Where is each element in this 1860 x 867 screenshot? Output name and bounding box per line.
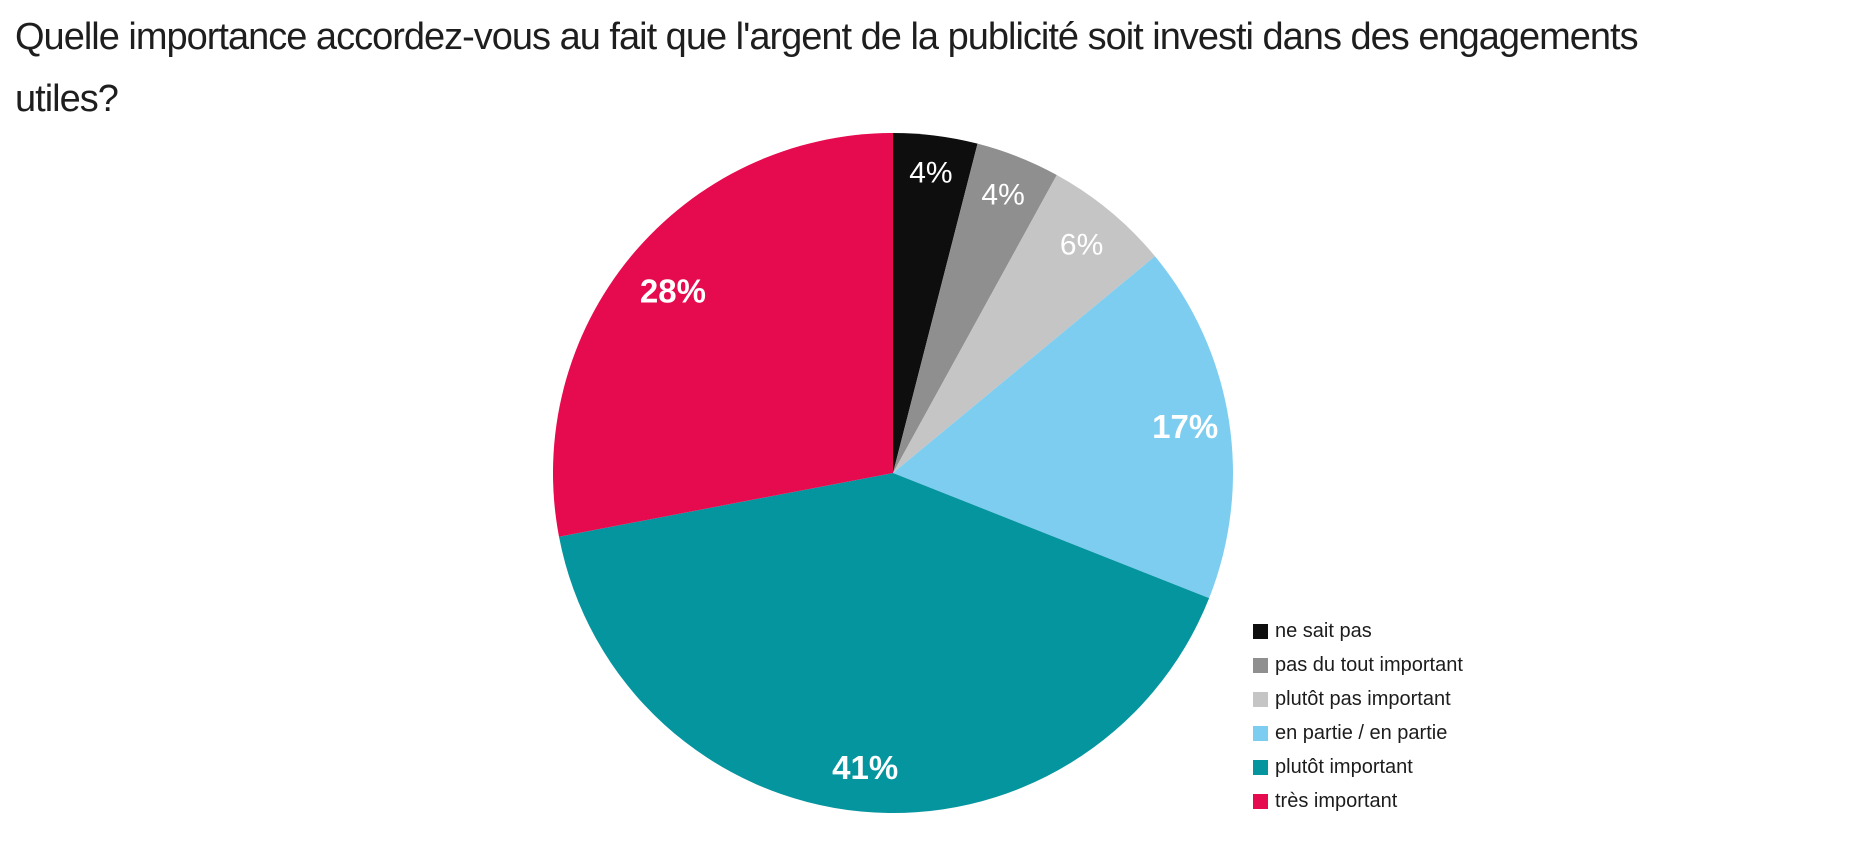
pie-slice-plut-t-pas-important xyxy=(893,175,1155,473)
page-title-line-1: Quelle importance accordez-vous au fait … xyxy=(15,16,1639,58)
legend-swatch-ne-sait-pas xyxy=(1253,623,1268,639)
legend-item-plut-t-important: plutôt important xyxy=(1253,750,1463,784)
legend-swatch-en-partie-en-partie xyxy=(1253,725,1268,741)
legend-label-tr-s-important: très important xyxy=(1275,789,1398,812)
legend-label-plut-t-important: plutôt important xyxy=(1275,755,1413,778)
slice-label-en-partie-en-partie: 17% xyxy=(1152,408,1218,445)
page-title: Quelle importance accordez-vous au fait … xyxy=(15,6,1855,130)
slice-label-plut-t-pas-important: 6% xyxy=(1060,229,1103,262)
legend-swatch-plut-t-pas-important xyxy=(1253,691,1268,707)
legend-item-ne-sait-pas: ne sait pas xyxy=(1253,614,1463,648)
slice-label-ne-sait-pas: 4% xyxy=(909,156,952,189)
pie-slice-ne-sait-pas xyxy=(893,133,978,473)
legend-item-plut-t-pas-important: plutôt pas important xyxy=(1253,682,1463,716)
legend-label-pas-du-tout-important: pas du tout important xyxy=(1275,653,1463,676)
slice-label-tr-s-important: 28% xyxy=(640,273,706,310)
legend-item-en-partie-en-partie: en partie / en partie xyxy=(1253,716,1463,750)
legend-swatch-plut-t-important xyxy=(1253,759,1268,775)
slice-label-plut-t-important: 41% xyxy=(832,749,898,786)
pie-slice-pas-du-tout-important xyxy=(893,143,1057,473)
pie-slice-en-partie-en-partie xyxy=(893,256,1233,599)
legend-label-ne-sait-pas: ne sait pas xyxy=(1275,619,1372,642)
legend-item-pas-du-tout-important: pas du tout important xyxy=(1253,648,1463,682)
legend-swatch-tr-s-important xyxy=(1253,793,1268,809)
slice-label-pas-du-tout-important: 4% xyxy=(981,178,1024,211)
legend-label-plut-t-pas-important: plutôt pas important xyxy=(1275,687,1451,710)
legend-swatch-pas-du-tout-important xyxy=(1253,657,1268,673)
legend-item-tr-s-important: très important xyxy=(1253,784,1463,818)
legend-label-en-partie-en-partie: en partie / en partie xyxy=(1275,721,1448,744)
legend: ne sait pas pas du tout important plutôt p… xyxy=(1253,614,1463,818)
page-title-line-2: utiles? xyxy=(15,78,119,120)
pie-slice-plut-t-important xyxy=(559,473,1210,813)
pie-slice-tr-s-important xyxy=(552,133,893,537)
